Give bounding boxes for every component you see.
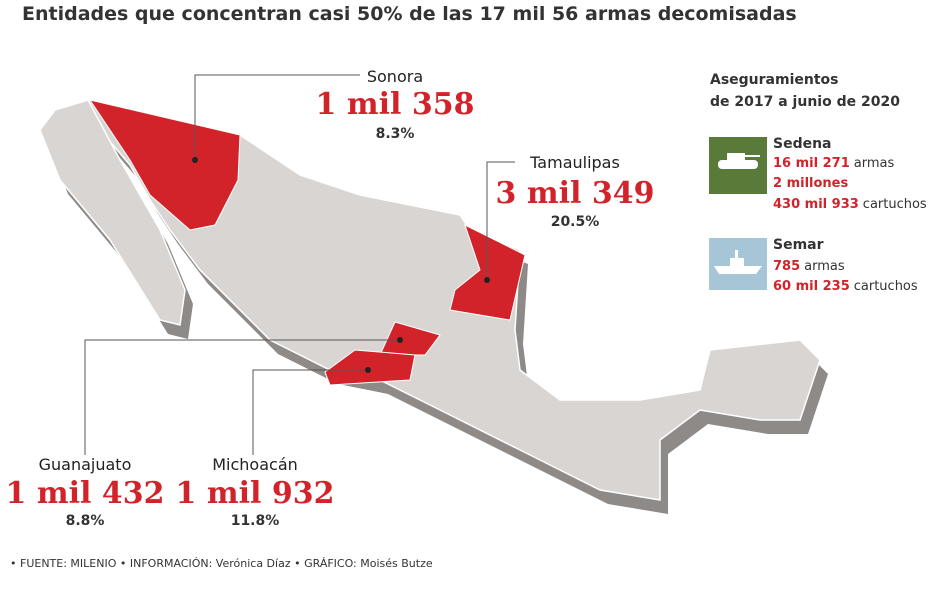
state-percent: 8.8% bbox=[66, 513, 105, 529]
title: Entidades que concentran casi 50% de las… bbox=[22, 3, 797, 25]
unit: armas bbox=[854, 156, 895, 171]
group-name: Sedena bbox=[773, 136, 832, 152]
amount: 16 mil 271 bbox=[773, 156, 850, 171]
state-value: 1 mil 358 bbox=[316, 87, 475, 122]
sidebar-title: de 2017 a junio de 2020 bbox=[710, 94, 900, 110]
state-percent: 11.8% bbox=[231, 513, 280, 529]
state-value: 1 mil 432 bbox=[6, 476, 165, 511]
group-line: 785 armas bbox=[773, 259, 845, 274]
group-line: 16 mil 271 armas bbox=[773, 156, 894, 171]
amount: 785 bbox=[773, 259, 800, 274]
leaders bbox=[84, 74, 515, 455]
state-tamaulipas: Tamaulipas 3 mil 349 20.5% bbox=[496, 153, 655, 230]
map bbox=[39, 98, 828, 514]
state-name: Michoacán bbox=[212, 455, 298, 474]
group-line: 60 mil 235 cartuchos bbox=[773, 279, 918, 294]
group-line: 430 mil 933 cartuchos bbox=[773, 197, 927, 212]
group-line: 2 millones bbox=[773, 176, 848, 191]
unit: cartuchos bbox=[863, 197, 927, 212]
ship-shape bbox=[714, 250, 762, 274]
state-name: Tamaulipas bbox=[529, 153, 620, 172]
state-name: Guanajuato bbox=[39, 455, 132, 474]
sidebar-title: Aseguramientos bbox=[710, 72, 839, 88]
state-michoacan: Michoacán 1 mil 932 11.8% bbox=[176, 455, 335, 529]
amount: 430 mil 933 bbox=[773, 197, 859, 212]
group-name: Semar bbox=[773, 237, 824, 253]
tank-shape bbox=[718, 153, 760, 169]
amount: 60 mil 235 bbox=[773, 279, 850, 294]
state-percent: 8.3% bbox=[376, 126, 415, 142]
footer-item: GRÁFICO: Moisés Butze bbox=[304, 557, 433, 570]
state-percent: 20.5% bbox=[551, 214, 600, 230]
footer-item: FUENTE: MILENIO bbox=[20, 557, 117, 570]
state-value: 1 mil 932 bbox=[176, 476, 335, 511]
footer-item: INFORMACIÓN: Verónica Díaz bbox=[130, 557, 291, 570]
state-sonora: Sonora 1 mil 358 8.3% bbox=[316, 67, 475, 142]
amount: 2 millones bbox=[773, 176, 848, 191]
state-name: Sonora bbox=[367, 67, 423, 86]
unit: armas bbox=[804, 259, 845, 274]
footer: • FUENTE: MILENIO • INFORMACIÓN: Verónic… bbox=[10, 557, 433, 570]
unit: cartuchos bbox=[854, 279, 918, 294]
sidebar: Aseguramientos de 2017 a junio de 2020 S… bbox=[709, 72, 927, 294]
state-value: 3 mil 349 bbox=[496, 176, 655, 211]
state-guanajuato: Guanajuato 1 mil 432 8.8% bbox=[6, 455, 165, 529]
